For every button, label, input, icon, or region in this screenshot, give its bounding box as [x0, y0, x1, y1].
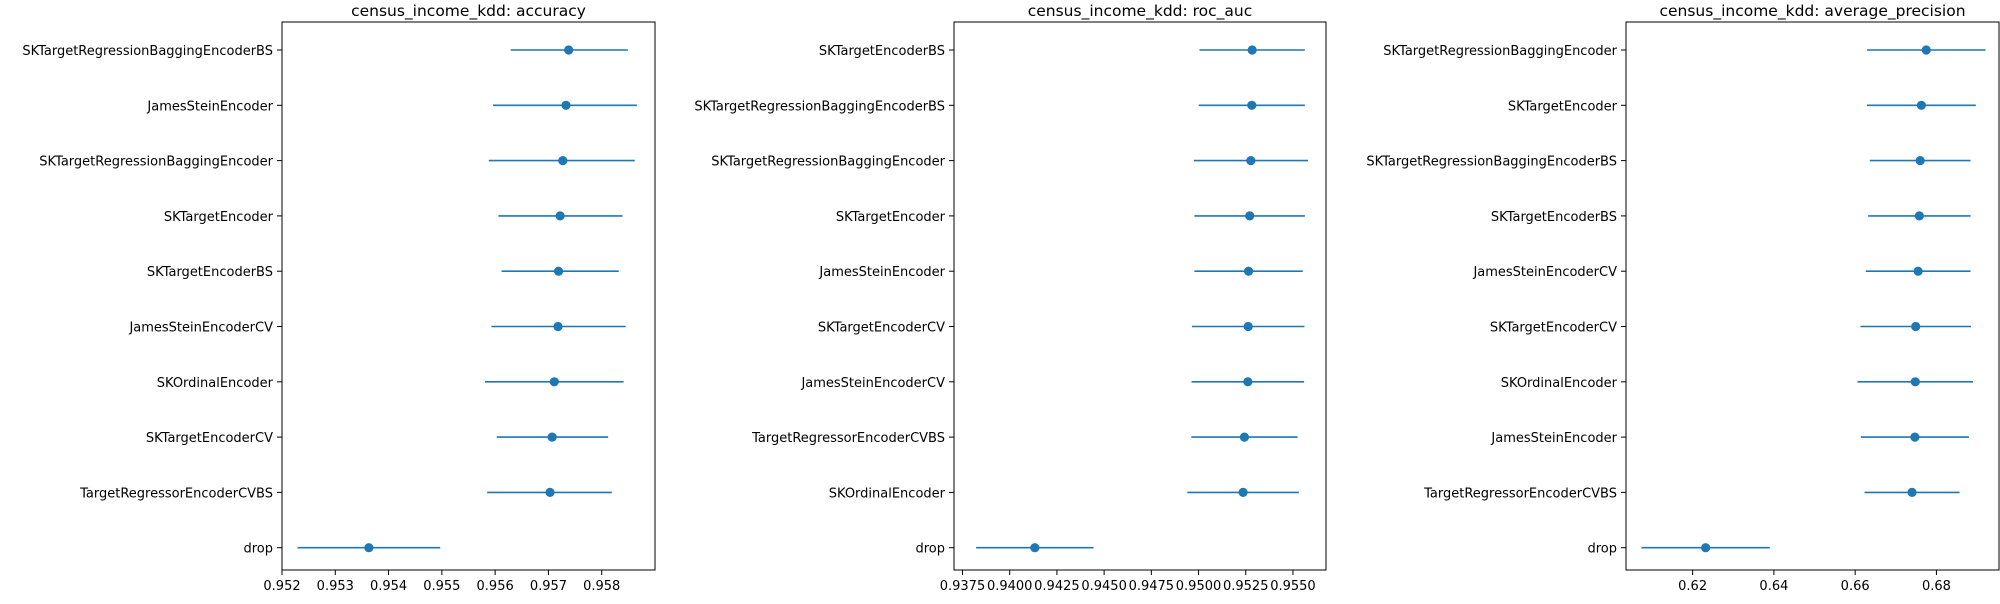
panel2-xtick-label: 0.9450 — [1081, 579, 1127, 594]
panel3-ytick-label: TargetRegressorEncoderCVBS — [1423, 486, 1617, 501]
panel2-ytick-label: drop — [915, 542, 945, 557]
panel1-mean-point — [549, 377, 559, 387]
panel3-ytick-label: SKTargetRegressionBaggingEncoderBS — [1366, 155, 1617, 170]
panel1-ytick-label: SKTargetEncoderCV — [146, 431, 273, 446]
panel3-ytick-label: JamesSteinEncoder — [1490, 431, 1617, 446]
panel2-xtick-label: 0.9550 — [1270, 579, 1316, 594]
panel2-mean-point — [1243, 377, 1253, 387]
panel2-ytick-label: TargetRegressorEncoderCVBS — [751, 431, 945, 446]
panel2-xtick-label: 0.9375 — [940, 579, 986, 594]
panel1-xtick-label: 0.957 — [530, 579, 567, 594]
panel1-ytick-label: JamesSteinEncoderCV — [128, 321, 273, 336]
panel3-mean-point — [1907, 487, 1917, 497]
panel2-mean-point — [1243, 321, 1253, 332]
panel2-axes-frame — [953, 21, 1327, 571]
panel1-mean-point — [555, 211, 565, 221]
panel2-title: census_income_kdd: roc_auc — [1028, 2, 1253, 21]
panel3-mean-point — [1911, 321, 1921, 332]
panel2-ytick-label: SKTargetEncoderCV — [818, 321, 945, 336]
panel3-xtick-label: 0.62 — [1678, 579, 1707, 594]
panel1-ytick-label: SKTargetEncoder — [164, 210, 274, 225]
panel2-xtick-label: 0.9425 — [1034, 579, 1080, 594]
panel3-mean-point — [1914, 211, 1924, 221]
panel1-ytick-label: JamesSteinEncoder — [146, 99, 273, 114]
panel3-mean-point — [1910, 432, 1920, 442]
panel2-xtick-label: 0.9500 — [1176, 579, 1222, 594]
panel3-ytick-label: SKTargetEncoderBS — [1491, 210, 1617, 225]
panel3-mean-point — [1910, 377, 1920, 387]
panel1-xtick-label: 0.952 — [263, 579, 300, 594]
panel2-ytick-label: SKTargetRegressionBaggingEncoderBS — [694, 99, 945, 114]
panel2-xtick-label: 0.9400 — [987, 579, 1033, 594]
panel3-xtick-label: 0.66 — [1841, 579, 1870, 594]
panel3-ytick-label: drop — [1587, 542, 1617, 557]
panel3-axes-frame — [1625, 21, 2000, 571]
panel1-mean-point — [364, 543, 374, 553]
panel2-mean-point — [1247, 45, 1257, 55]
panel1-xtick-label: 0.958 — [583, 579, 620, 594]
panel1-ytick-label: TargetRegressorEncoderCVBS — [79, 486, 273, 501]
panel3-mean-point — [1701, 543, 1711, 553]
panel1-ytick-label: SKTargetRegressionBaggingEncoder — [39, 155, 273, 170]
panel3-mean-point — [1913, 266, 1923, 276]
panel1-mean-point — [553, 266, 564, 276]
panel1-mean-point — [564, 45, 574, 55]
panel1-mean-point — [561, 100, 571, 110]
panel1-ytick-label: SKTargetEncoderBS — [147, 265, 273, 280]
panel3-xtick-label: 0.64 — [1759, 579, 1788, 594]
panel1-ytick-label: SKOrdinalEncoder — [157, 376, 274, 391]
panel1-mean-point — [547, 432, 557, 442]
panel3-mean-point — [1921, 45, 1931, 55]
panel2-xtick-label: 0.9525 — [1223, 579, 1269, 594]
panel1-xtick-label: 0.954 — [370, 579, 407, 594]
panel1-axes-frame — [281, 21, 656, 571]
panel3-ytick-label: SKTargetEncoder — [1508, 99, 1618, 114]
panel2-mean-point — [1243, 266, 1254, 276]
panel1-mean-point — [558, 156, 568, 166]
panel2-ytick-label: SKTargetEncoder — [836, 210, 946, 225]
panel2-ytick-label: SKOrdinalEncoder — [829, 486, 946, 501]
panel3-ytick-label: JamesSteinEncoderCV — [1472, 265, 1617, 280]
panel2-mean-point — [1238, 487, 1248, 497]
panel2-mean-point — [1247, 100, 1257, 110]
panel1-mean-point — [545, 487, 555, 497]
panel2-ytick-label: SKTargetEncoderBS — [819, 44, 945, 59]
panel2-mean-point — [1245, 211, 1255, 221]
panel3-ytick-label: SKTargetRegressionBaggingEncoder — [1383, 44, 1617, 59]
panel1-xtick-label: 0.953 — [317, 579, 354, 594]
panel1-ytick-label: SKTargetRegressionBaggingEncoderBS — [22, 44, 273, 59]
panel2-ytick-label: JamesSteinEncoderCV — [800, 376, 945, 391]
panel2-ytick-label: JamesSteinEncoder — [818, 265, 945, 280]
panel2-mean-point — [1030, 543, 1040, 553]
panel3-xtick-label: 0.68 — [1922, 579, 1951, 594]
panel2-xtick-label: 0.9475 — [1129, 579, 1175, 594]
panel2-mean-point — [1246, 156, 1256, 166]
panel1-mean-point — [553, 321, 563, 332]
panel3-ytick-label: SKOrdinalEncoder — [1501, 376, 1618, 391]
panel1-xtick-label: 0.956 — [477, 579, 514, 594]
panel1-title: census_income_kdd: accuracy — [351, 2, 586, 21]
panel3-ytick-label: SKTargetEncoderCV — [1490, 321, 1617, 336]
panel1-xtick-label: 0.955 — [423, 579, 460, 594]
panel1-ytick-label: drop — [243, 542, 273, 557]
panel3-title: census_income_kdd: average_precision — [1659, 2, 1965, 21]
panel2-mean-point — [1239, 432, 1250, 442]
panel3-mean-point — [1915, 156, 1925, 166]
panel3-mean-point — [1916, 100, 1926, 110]
panel2-ytick-label: SKTargetRegressionBaggingEncoder — [711, 155, 945, 170]
